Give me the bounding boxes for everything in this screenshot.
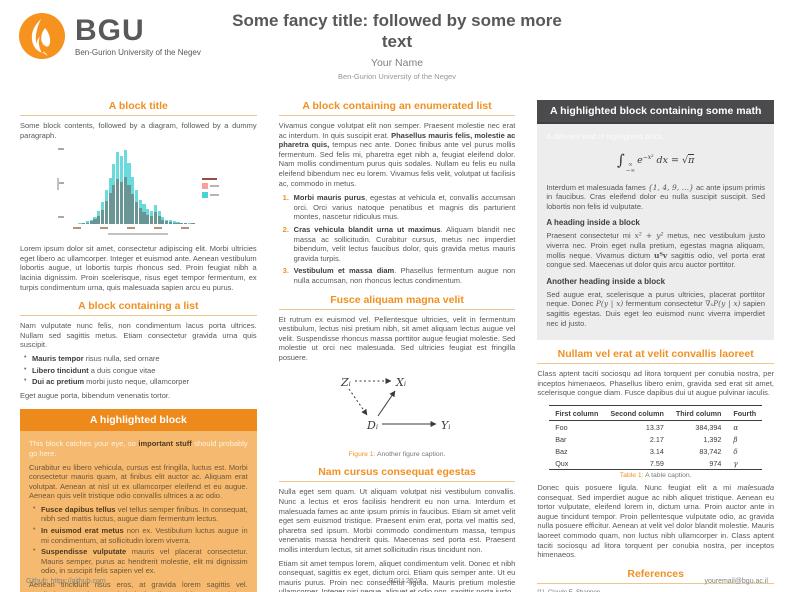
dag-node-d: Dᵢ [366,419,378,432]
y-axis-label [56,178,59,191]
list-item: Dui ac pretium morbi justo neque, ullamc… [24,377,257,387]
math-highlighted-block: A highlighted block containing some math… [537,100,775,341]
inline-math: uᵀv [654,250,668,260]
inner-heading-2: Another heading inside a block [546,276,666,286]
poster-columns: A block title Some block contents, follo… [0,92,794,592]
list-item: Libero tincidunt a duis congue vitae [24,366,257,376]
dag-diagram: Zᵢ Xᵢ Dᵢ Yᵢ [340,376,450,432]
poster-footer: Github: https://github.com BGU 2023 your… [0,578,794,585]
block-title-references: References [537,568,775,584]
legend-entry [201,192,219,199]
bgu-logo-text: BGU Ben-Gurion University of the Negev [75,13,201,57]
inline-math: ∇ₓP(y | x) [705,299,741,309]
chart-legend [201,178,219,199]
dag-node-y: Yᵢ [441,419,450,432]
inline-math: {1, 4, 9, …} [647,182,694,192]
column-left: A block title Some block contents, follo… [20,92,257,592]
bullet-list: Mauris tempor risus nulla, sed ornare Li… [20,354,257,387]
block-title-cursus: Nam cursus consequat egestas [278,466,516,483]
block2-outro: Eget augue porta, bibendum venenatis tor… [20,390,171,400]
legend-swatch [201,183,208,190]
bgu-logo: BGU Ben-Gurion University of the Negev [18,12,201,60]
reference-body: Claude E. Shannon. A mathematical theory… [548,589,689,592]
x-axis-ticks [72,227,189,230]
legend-swatch [201,192,208,199]
highlight-outro: Aenean tincidunt risus eros, at gravida … [29,580,248,592]
list-item: In euismod erat metus non ex. Vestibulum… [33,526,248,545]
table-row: Qux 7.59 974 γ [549,457,763,470]
highlighted-block-body: This block catches your eye, so importan… [20,431,257,592]
reference-number: [1] [537,589,544,592]
highlight-intro: This block catches your eye, so importan… [29,439,248,458]
data-table: First column Second column Third column … [549,405,763,470]
reference-entry: [1] Claude E. Shannon. A mathematical th… [537,589,774,592]
bgu-logo-icon [19,13,65,59]
block-title-figure: Fusce aliquam magna velit [278,294,516,310]
math-block-title: A highlighted block containing some math [537,100,775,124]
legend-entry [201,183,219,190]
math-block-para3: Praesent consectetur mi x² + y² metus, n… [546,231,766,270]
block-title-enumerated: A block containing an enumerated list [278,100,516,116]
list-item: Fusce dapibus tellus vel tellus semper f… [33,505,248,524]
block-title-1: A block title [20,100,257,116]
cursus-para2: Etiam sit amet tempus lorem, aliquet con… [278,558,516,592]
list-item: Cras vehicula blandit urna ut maximus. A… [283,224,516,263]
enumerated-intro: Vivamus congue volutpat elit non semper.… [278,121,516,188]
table-row: Bar 2.17 1,392 β [555,434,738,444]
list-item: Suspendisse vulputate mauris vel placera… [33,547,248,576]
author-affiliation: Ben-Gurion University of the Negev [338,71,456,81]
table-row: Foo 13.37 384,394 α [555,422,739,432]
poster-header: BGU Ben-Gurion University of the Negev S… [0,0,794,92]
dag-node-x: Xᵢ [395,376,406,389]
block2-intro: Nam vulputate nunc felis, non condimentu… [20,321,257,350]
logo-acronym: BGU [75,13,145,47]
column-right: A highlighted block containing some math… [537,92,775,592]
legend-title [201,178,217,181]
footer-email-link[interactable]: youremail@bgu.ac.il [704,578,768,585]
block1-para2: Lorem ipsum dolor sit amet, consectetur … [20,244,257,292]
highlight-para: Curabitur eu libero vehicula, cursus est… [29,462,248,501]
author-name: Your Name [370,56,424,69]
column-middle: A block containing an enumerated list Vi… [278,92,516,592]
figure-caption: Figure 1: Another figure caption. [348,451,446,459]
logo-subtext: Ben-Gurion University of the Negev [75,47,201,57]
table-block-para1: Class aptent taciti sociosqu ad litora t… [537,369,775,398]
list-item: Morbi mauris purus, egestas at vehicula … [283,193,516,222]
table-caption: Table 1: A table caption. [619,472,692,479]
math-block-intro: A different kind of highlighted block. [546,132,665,141]
footer-center-text: BGU 2023 [388,578,422,585]
title-area: Some fancy title: followed by some more … [217,10,577,81]
footer-github-link[interactable]: Github: https://github.com [26,578,106,585]
figure-block-para: Et rutrum ex euismod vel. Pellentesque u… [278,314,516,362]
highlighted-block: A highlighted block This block catches y… [20,409,257,592]
list-item: Mauris tempor risus nulla, sed ornare [24,354,257,364]
math-block-para2: Interdum et malesuada fames {1, 4, 9, …}… [546,182,766,211]
x-axis-label [108,233,169,236]
histogram-figure [38,148,238,236]
poster-title: Some fancy title: followed by some more … [232,11,562,52]
dag-figure: Zᵢ Xᵢ Dᵢ Yᵢ [279,368,516,449]
enumerated-list: Morbi mauris purus, egestas at vehicula … [279,193,516,285]
highlighted-block-title: A highlighted block [20,409,257,432]
y-axis-ticks [57,148,64,219]
inline-math: x² + y² [634,231,664,241]
inner-heading-1: A heading inside a block [546,218,640,228]
math-block-body: A different kind of highlighted block. ∫… [537,124,775,341]
block-title-2: A block containing a list [20,300,257,317]
inline-math: P(y | x) [595,299,624,309]
math-block-para4: Sed augue erat, scelerisque a purus ultr… [546,289,766,328]
block1-intro: Some block contents, followed by a diagr… [20,121,257,140]
display-equation: ∫ ∞ −∞ e−x² dx = √π [617,150,695,174]
dag-node-z: Zᵢ [340,376,351,389]
highlight-bullet-list: Fusce dapibus tellus vel tellus semper f… [29,505,248,576]
list-item: Vestibulum et massa diam. Phasellus ferm… [283,266,516,285]
table-block-para2: Donec quis posuere ligula. Nunc feugiat … [537,483,775,560]
histogram-plot [56,148,195,230]
table-row: Baz 3.14 83,742 δ [555,446,738,456]
block-title-table: Nullam vel erat at velit convallis laore… [537,348,775,365]
cursus-para1: Nulla eget sem quam. Ut aliquam volutpat… [278,487,516,555]
table-header-row: First column Second column Third column … [549,405,763,421]
